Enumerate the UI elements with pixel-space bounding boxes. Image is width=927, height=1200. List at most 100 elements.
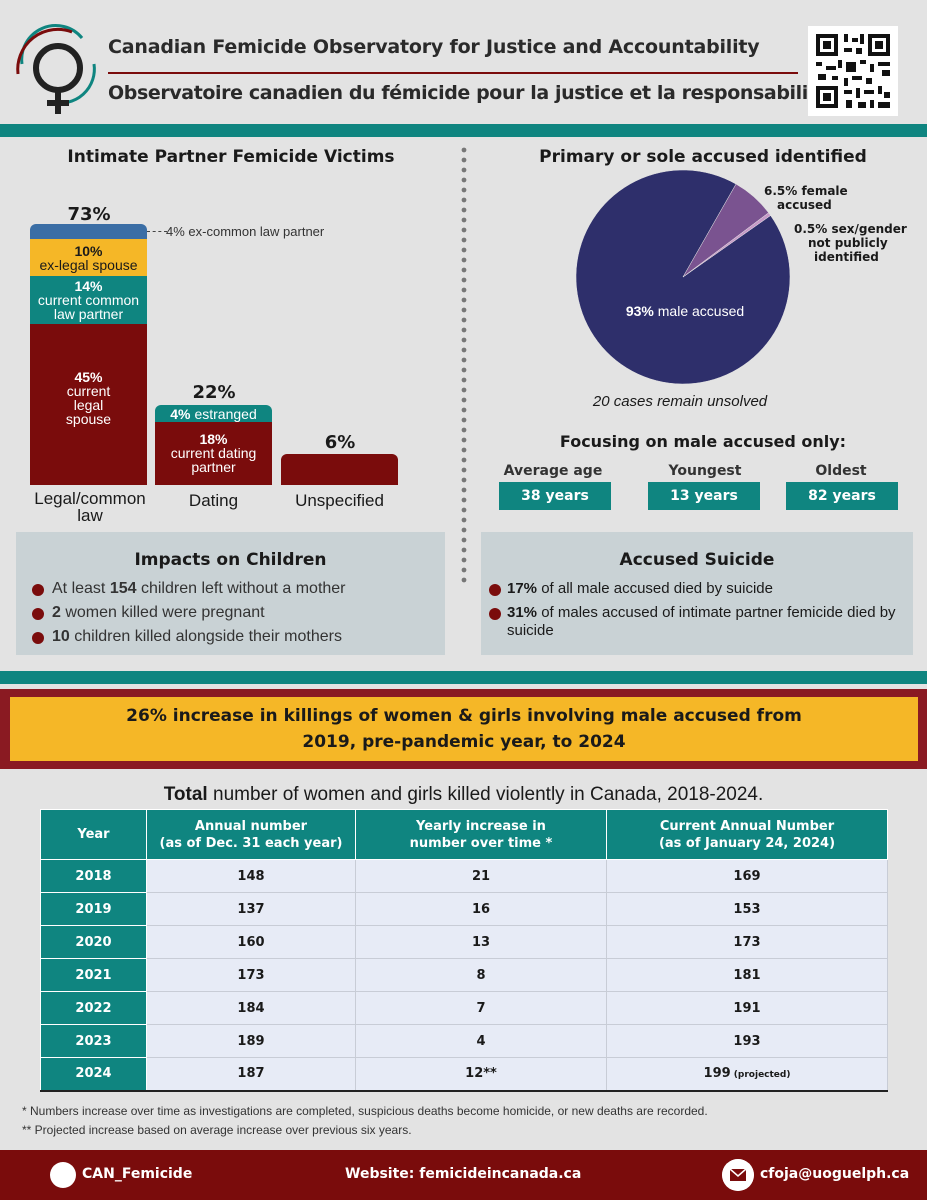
- impacts-on-children-box: Impacts on Children At least 154 childre…: [16, 532, 445, 655]
- pie-male-pct: 93%: [626, 303, 655, 319]
- pie-male-label: male accused: [658, 303, 744, 319]
- email-icon[interactable]: [722, 1159, 754, 1191]
- title-english: Canadian Femicide Observatory for Justic…: [108, 36, 760, 58]
- footnote-1: * Numbers increase over time as investig…: [22, 1104, 708, 1118]
- header: Canadian Femicide Observatory for Justic…: [0, 0, 927, 124]
- suicide-item-2: 31% of males accused of intimate partner…: [507, 604, 896, 639]
- oldest-label: Oldest: [815, 463, 867, 479]
- cell-current: 169: [606, 859, 888, 893]
- accused-suicide-box: Accused Suicide 17% of all male accused …: [481, 532, 913, 655]
- cell-current: 181: [606, 958, 888, 992]
- cell-annual: 189: [146, 1024, 356, 1058]
- col-header-annual: Annual number (as of Dec. 31 each year): [146, 809, 356, 860]
- youngest-value: 13 years: [648, 482, 760, 510]
- current-dating-label: current dating partner: [170, 445, 257, 475]
- average-age-label: Average age: [503, 463, 603, 479]
- cell-annual: 173: [146, 958, 356, 992]
- email-link[interactable]: cfoja@uoguelph.ca: [760, 1166, 910, 1182]
- title-french: Observatoire canadien du fémicide pour l…: [108, 82, 872, 104]
- bar-segment-ex-legal-spouse: 10% ex-legal spouse: [30, 239, 147, 276]
- cell-increase: 21: [355, 859, 607, 893]
- pie-slice-unidentified: [682, 212, 771, 278]
- oldest-value: 82 years: [786, 482, 898, 510]
- cell-current: 153: [606, 892, 888, 926]
- current-common-pct: 14%: [74, 278, 103, 294]
- bar-segment-unspecified: [281, 454, 398, 485]
- bar-segment-current-dating: 18% current dating partner: [155, 422, 272, 485]
- title-divider: [108, 72, 798, 74]
- cell-current: 193: [606, 1024, 888, 1058]
- children-item-3: 10 children killed alongside their mothe…: [52, 628, 342, 645]
- vertical-dotted-divider: [461, 147, 467, 583]
- cell-annual: 137: [146, 892, 356, 926]
- pie-unknown-label-2: not publicly: [808, 236, 888, 250]
- cell-increase: 16: [355, 892, 607, 926]
- bullet-dot: [32, 632, 44, 644]
- estranged-pct: 4%: [170, 405, 191, 422]
- cell-increase: 8: [355, 958, 607, 992]
- cell-year: 2020: [40, 925, 147, 959]
- table-row: 2018 148 21 169: [40, 859, 888, 893]
- bullet-dot: [32, 584, 44, 596]
- accused-suicide-title: Accused Suicide: [619, 550, 775, 570]
- cell-annual: 148: [146, 859, 356, 893]
- killings-table: Year Annual number (as of Dec. 31 each ye…: [40, 809, 888, 1092]
- children-item-1: At least 154 children left without a mot…: [52, 580, 346, 597]
- table-row: 2020 160 13 173: [40, 925, 888, 959]
- table-row: 2023 189 4 193: [40, 1024, 888, 1058]
- pie-unknown-label-1: 0.5% sex/gender: [794, 222, 907, 236]
- cell-year: 2024: [40, 1057, 147, 1092]
- cell-increase: 13: [355, 925, 607, 959]
- bar-segment-ex-common-law: [30, 224, 147, 239]
- banner-line-1: 26% increase in killings of women & girl…: [126, 706, 802, 726]
- youngest-label: Youngest: [668, 463, 742, 479]
- svg-text:93% male accused: 93% male accused: [626, 303, 744, 319]
- table-row: 2019 137 16 153: [40, 892, 888, 926]
- current-legal-label: current legal spouse: [65, 383, 112, 427]
- ex-legal-pct: 10%: [74, 242, 103, 259]
- pie-unknown-label-3: identified: [814, 250, 879, 264]
- category-legal-common-law: Legal/common law: [34, 489, 146, 525]
- unsolved-cases-note: 20 cases remain unsolved: [592, 393, 768, 410]
- category-dating: Dating: [188, 491, 239, 510]
- male-accused-only-title: Focusing on male accused only:: [559, 432, 847, 451]
- category-unspecified: Unspecified: [295, 491, 384, 510]
- footnote-2: ** Projected increase based on average i…: [22, 1123, 412, 1137]
- cell-current: 199 (projected): [606, 1057, 888, 1092]
- social-icon[interactable]: [50, 1162, 76, 1188]
- pie-female-label-2: accused: [777, 198, 832, 212]
- accused-identified-title: Primary or sole accused identified: [539, 147, 867, 167]
- table-header-row: Year Annual number (as of Dec. 31 each ye…: [40, 809, 888, 860]
- cell-annual: 160: [146, 925, 356, 959]
- table-row: 2022 184 7 191: [40, 991, 888, 1025]
- ex-common-law-note: 4% ex-common law partner: [166, 224, 325, 239]
- table-row: 2024 187 12** 199 (projected): [40, 1057, 888, 1092]
- current-dating-pct: 18%: [199, 431, 228, 447]
- bullet-dot: [32, 608, 44, 620]
- col-header-increase: Yearly increase in number over time *: [355, 809, 607, 860]
- bullet-dot: [489, 608, 501, 620]
- cell-increase: 12**: [355, 1057, 607, 1092]
- projected-note: (projected): [730, 1070, 791, 1081]
- ipf-victims-title: Intimate Partner Femicide Victims: [67, 147, 395, 167]
- col-header-year: Year: [40, 809, 147, 860]
- col-header-current: Current Annual Number (as of January 24, …: [606, 809, 888, 860]
- cell-year: 2019: [40, 892, 147, 926]
- cell-year: 2023: [40, 1024, 147, 1058]
- website-link[interactable]: Website: femicideincanada.ca: [345, 1166, 582, 1182]
- pie-female-label-1: 6.5% female: [764, 184, 848, 198]
- cell-annual: 184: [146, 991, 356, 1025]
- bar-segment-current-legal-spouse: 45% current legal spouse: [30, 324, 147, 485]
- impacts-on-children-title: Impacts on Children: [134, 550, 327, 570]
- ex-common-law-leader-line: [147, 231, 167, 232]
- bar-segment-current-common-law: 14% current common law partner: [30, 276, 147, 324]
- current-legal-pct: 45%: [74, 369, 103, 385]
- qr-code[interactable]: [808, 26, 898, 116]
- cell-current: 191: [606, 991, 888, 1025]
- legal-total-label: 73%: [67, 204, 111, 225]
- social-handle[interactable]: CAN_Femicide: [82, 1166, 193, 1182]
- accused-pie-chart: 93% male accused 6.5% female accused 0.5…: [575, 170, 907, 385]
- suicide-item-1: 17% of all male accused died by suicide: [507, 580, 773, 597]
- table-row: 2021 173 8 181: [40, 958, 888, 992]
- teal-divider-top: [0, 124, 927, 137]
